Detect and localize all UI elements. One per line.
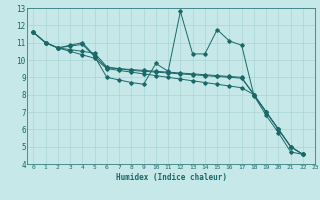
X-axis label: Humidex (Indice chaleur): Humidex (Indice chaleur): [116, 173, 227, 182]
